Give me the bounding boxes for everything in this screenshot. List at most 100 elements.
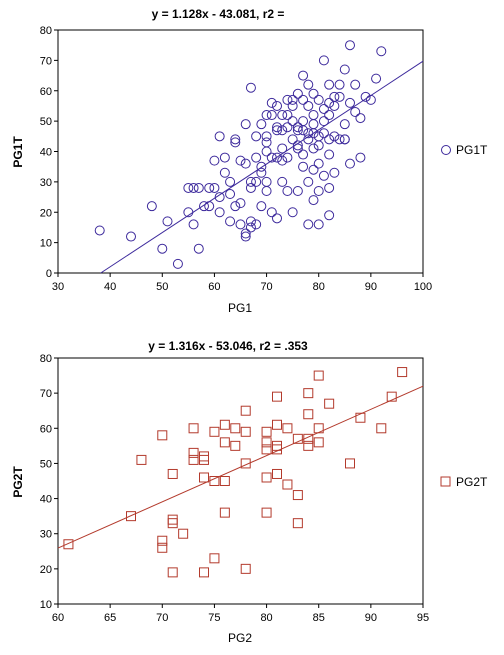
- chart-1-regression-line: [100, 60, 424, 274]
- chart-1-point: [230, 134, 241, 145]
- chart-1-point: [365, 94, 376, 105]
- chart-2-y-tick-label: 50: [40, 458, 52, 470]
- chart-1-point: [282, 185, 293, 196]
- chart-1-point: [183, 207, 194, 218]
- chart-1-point: [355, 113, 366, 124]
- chart-1-point: [193, 182, 204, 193]
- chart-1-point: [157, 243, 168, 254]
- chart-1-point: [313, 158, 324, 169]
- chart-2-point: [376, 423, 387, 434]
- chart-2-legend-marker: [440, 476, 451, 487]
- chart-2-x-tick-label: 95: [417, 612, 429, 624]
- chart-2-point: [261, 444, 272, 455]
- chart-2-point: [272, 391, 282, 402]
- chart-1-point: [292, 143, 303, 154]
- chart-1-point: [313, 219, 324, 230]
- chart-1-point: [324, 134, 335, 145]
- chart-1-point: [225, 216, 236, 227]
- chart-2-point: [157, 430, 168, 441]
- chart-2-point: [345, 458, 355, 469]
- chart-2-point: [272, 419, 282, 430]
- chart-2-point: [167, 567, 178, 578]
- chart-1-plot-area: [57, 29, 424, 274]
- chart-2-point: [272, 468, 282, 479]
- chart-1-point: [272, 152, 282, 163]
- chart-1-point: [188, 219, 199, 230]
- chart-1-x-tick-label: 60: [208, 281, 220, 293]
- chart-2-point: [261, 437, 272, 448]
- chart-1-point: [298, 125, 309, 136]
- chart-1-point: [261, 185, 272, 196]
- chart-1-point: [282, 110, 293, 121]
- chart-1-point: [245, 222, 256, 233]
- chart-2-point: [157, 542, 168, 553]
- chart-1-point: [329, 167, 340, 178]
- chart-2-point: [282, 479, 293, 490]
- chart-1-point: [204, 182, 215, 193]
- chart-1-point: [214, 192, 225, 203]
- chart-1-point: [339, 134, 350, 145]
- chart-1-point: [245, 216, 256, 227]
- chart-1-point: [251, 219, 262, 230]
- chart-1-point: [345, 40, 355, 51]
- chart-1-point: [313, 94, 324, 105]
- chart-1-point: [308, 195, 319, 206]
- chart-2-point: [209, 553, 220, 564]
- chart-2-legend-label: PG2T: [456, 475, 488, 489]
- chart-1-point: [193, 243, 204, 254]
- chart-1-point: [355, 152, 366, 163]
- chart-1-point: [261, 137, 272, 148]
- chart-2-point: [303, 409, 314, 420]
- chart-2-point: [324, 398, 335, 409]
- chart-1-point: [334, 79, 345, 90]
- chart-1-point: [334, 91, 345, 102]
- chart-1-point: [303, 100, 314, 111]
- chart-2-point: [261, 507, 272, 518]
- chart-1-point: [329, 100, 340, 111]
- chart-1-point: [318, 170, 329, 181]
- chart-2-x-tick-label: 75: [208, 612, 220, 624]
- chart-1-point: [292, 140, 303, 151]
- chart-2-y-tick-label: 80: [40, 353, 52, 365]
- chart-1-point: [240, 228, 251, 239]
- chart-1-point: [256, 161, 267, 172]
- chart-1-y-tick-label: 20: [40, 207, 52, 219]
- chart-1-point: [272, 100, 282, 111]
- chart-2-point: [261, 426, 272, 437]
- chart-2-y-tick-label: 60: [40, 423, 52, 435]
- chart-2-plot-area: [57, 357, 424, 605]
- chart-2-point: [230, 440, 241, 451]
- chart-1-y-tick-label: 0: [46, 268, 52, 280]
- chart-2-point: [292, 490, 303, 501]
- chart-2-point: [188, 447, 199, 458]
- chart-1-point: [313, 140, 324, 151]
- chart-1-point: [308, 164, 319, 175]
- chart-1-point: [251, 152, 262, 163]
- chart-1-point: [204, 201, 215, 212]
- chart-1-point: [172, 258, 183, 269]
- chart-1-point: [287, 94, 298, 105]
- chart-1-x-tick-label: 90: [365, 281, 377, 293]
- chart-1-x-tick-label: 40: [104, 281, 116, 293]
- chart-1-legend-marker: [441, 145, 451, 155]
- chart-2-x-tick-label: 60: [52, 612, 64, 624]
- chart-1-point: [146, 201, 157, 212]
- chart-1-point: [339, 64, 350, 75]
- chart-2-point: [209, 426, 220, 437]
- chart-1-y-tick-label: 70: [40, 55, 52, 67]
- chart-2-point: [313, 423, 324, 434]
- chart-2-point: [178, 528, 189, 539]
- chart-1-x-label: PG1: [228, 301, 252, 315]
- chart-2-point: [272, 444, 282, 455]
- chart-1-point: [287, 116, 298, 127]
- chart-1-point: [245, 182, 256, 193]
- chart-1-point: [282, 152, 293, 163]
- chart-2-point: [136, 454, 147, 465]
- chart-2-point: [230, 423, 241, 434]
- chart-2-y-tick-label: 70: [40, 388, 52, 400]
- chart-2-point: [126, 511, 136, 522]
- chart-1-point: [240, 158, 251, 169]
- chart-2-point: [303, 433, 314, 444]
- chart-1-point: [240, 231, 251, 242]
